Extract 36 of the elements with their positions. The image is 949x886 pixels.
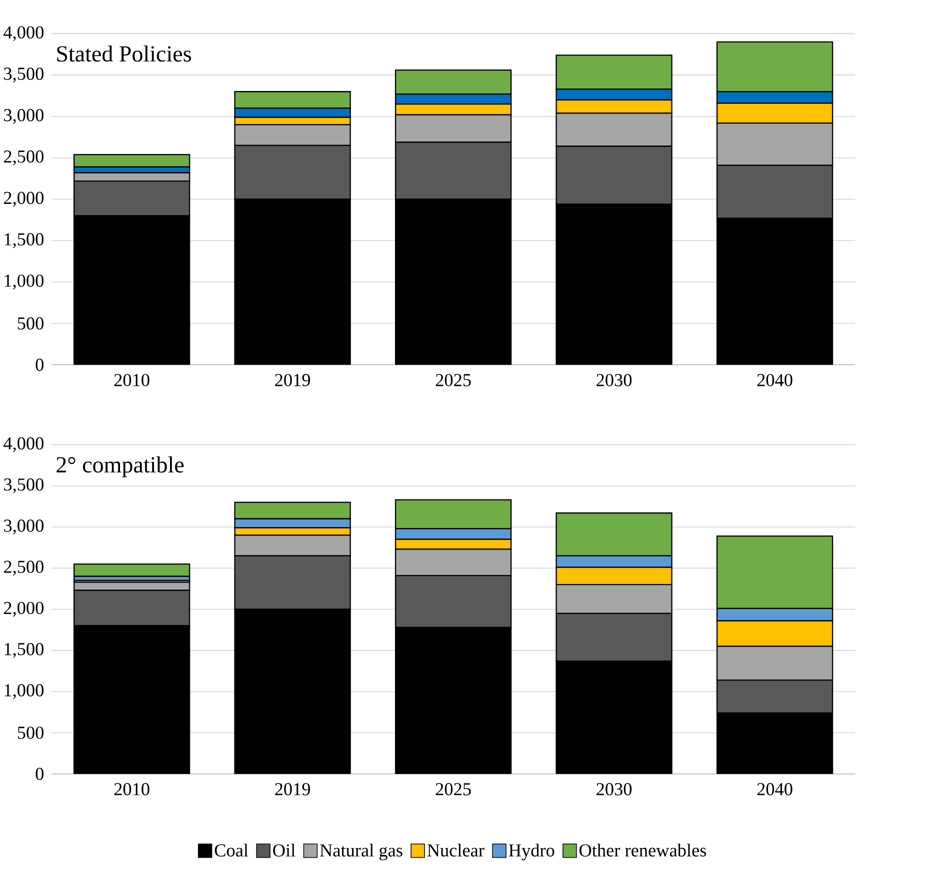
y-tick-label: 2,500 <box>4 560 44 576</box>
x-tick-label: 2040 <box>757 783 792 796</box>
y-tick-label: 1,000 <box>4 684 44 700</box>
legend-label: Other renewables <box>579 844 706 857</box>
chart-title: Stated Policies <box>57 46 191 62</box>
y-tick-label: 4,000 <box>4 437 44 452</box>
y-tick-label: 2,000 <box>4 602 44 617</box>
x-tick-label: 2019 <box>275 783 310 796</box>
y-tick-label: 4,000 <box>4 26 44 42</box>
y-tick-label: 500 <box>18 726 44 740</box>
y-tick-label: 3,500 <box>4 68 44 83</box>
y-tick-label: 1,500 <box>4 643 44 658</box>
x-tick-label: 2030 <box>596 374 632 386</box>
x-tick-label: 2010 <box>114 374 150 386</box>
legend-label: Natural gas <box>320 844 402 861</box>
y-tick-label: 500 <box>18 318 44 330</box>
legend-label: Coal <box>214 844 248 857</box>
legend-label: Oil <box>273 844 296 857</box>
y-tick-label: 0 <box>36 358 44 372</box>
x-tick-label: 2025 <box>436 374 471 386</box>
legend-label: Hydro <box>508 844 554 861</box>
y-tick-label: 1,000 <box>4 274 44 290</box>
y-tick-label: 0 <box>36 768 44 780</box>
y-tick-label: 2,500 <box>4 150 44 166</box>
chart-title: 2° compatible <box>56 456 184 478</box>
y-tick-label: 1,500 <box>4 233 44 248</box>
y-tick-label: 2,000 <box>4 192 44 207</box>
x-tick-label: 2019 <box>275 374 310 386</box>
legend-label: Nuclear <box>427 844 484 857</box>
x-tick-label: 2025 <box>436 783 471 796</box>
x-tick-label: 2040 <box>757 374 792 386</box>
y-tick-label: 3,500 <box>4 478 44 494</box>
x-tick-label: 2030 <box>596 783 632 796</box>
y-tick-label: 3,000 <box>4 109 44 124</box>
x-tick-label: 2010 <box>114 783 150 796</box>
y-tick-label: 3,000 <box>4 520 44 535</box>
